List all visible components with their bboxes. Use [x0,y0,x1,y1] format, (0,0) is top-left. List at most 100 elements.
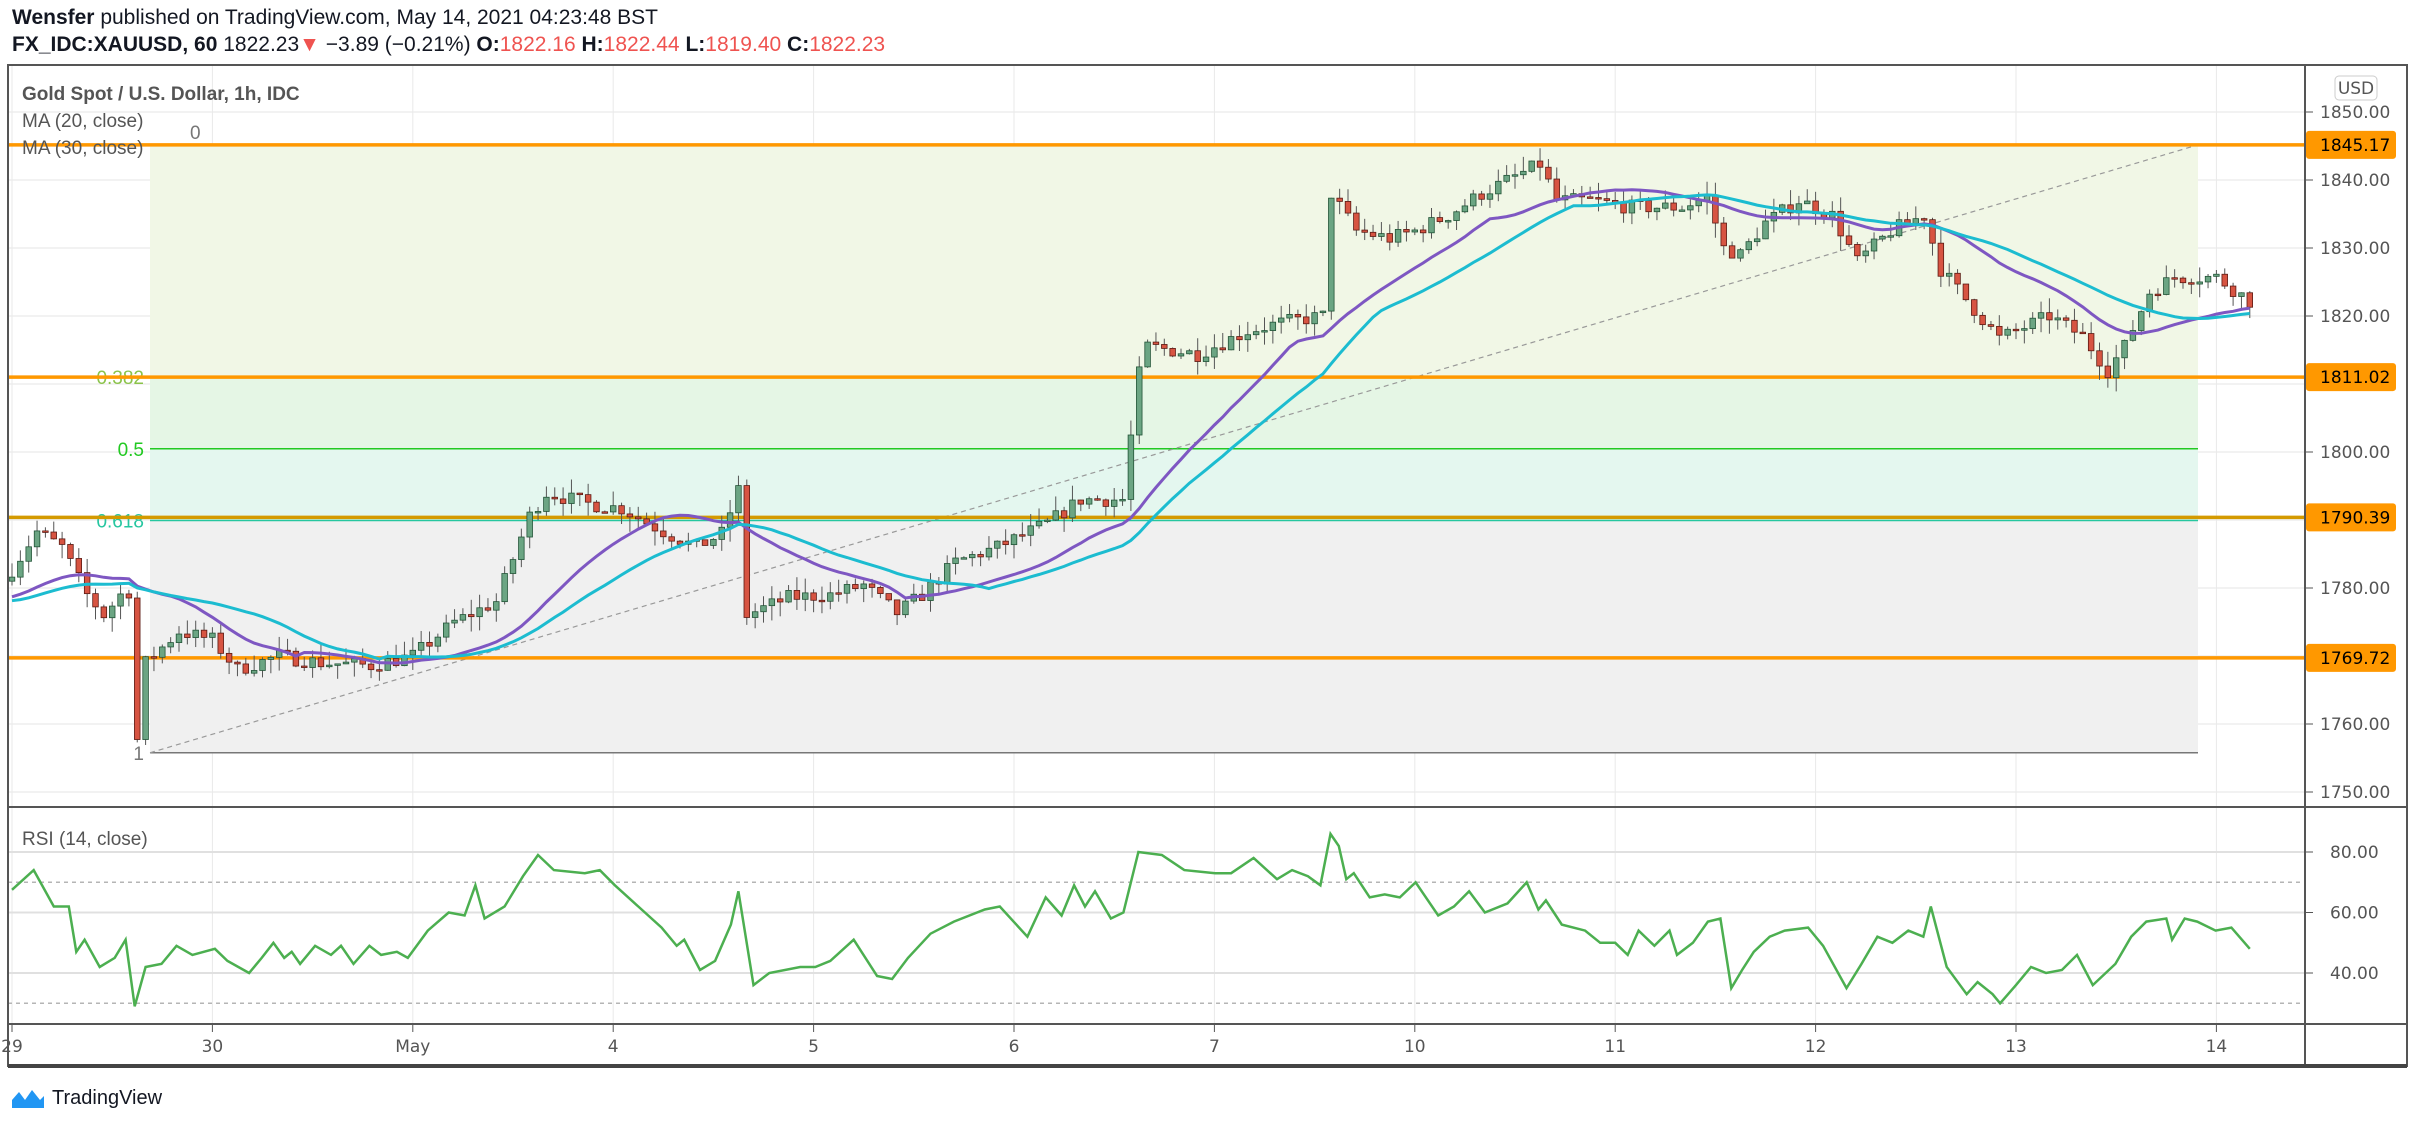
candle [610,505,617,513]
candle [1394,229,1402,243]
fib-band [150,377,2198,449]
candle [209,632,216,638]
candle [1954,272,1961,285]
candle [2179,277,2187,284]
price-tick-label: 1840.00 [2320,171,2390,191]
candle [417,642,425,651]
candle [2004,328,2011,336]
rsi-legend[interactable]: RSI (14, close) [22,829,148,850]
candle [67,544,74,559]
author[interactable]: Wensfer [12,6,95,29]
candle [2112,357,2120,379]
ma30-legend[interactable]: MA (30, close) [22,138,143,159]
candle [1002,540,1009,546]
candle [2037,312,2045,319]
candle [818,599,826,603]
tradingview-logo[interactable]: TradingView [10,1086,162,1110]
candle [1528,160,1535,172]
candle [1369,231,1377,237]
candle [559,498,567,504]
rsi-tick-label: 80.00 [2330,843,2379,863]
publish-info: Wensfer published on TradingView.com, Ma… [12,6,658,30]
fib-band [150,144,2198,378]
candle [1378,233,1385,237]
candle [1854,244,1861,257]
candle [1470,193,1477,207]
candle [1386,233,1393,243]
candle [518,536,525,560]
candle [1495,180,1502,195]
candle [2062,317,2070,321]
candle [927,581,934,601]
candle [1678,209,1686,212]
candle [1219,347,1226,351]
candles [8,148,2253,745]
candle [2221,273,2228,287]
candle [301,665,308,668]
rsi-pane [8,830,2305,1007]
candle [476,607,483,618]
candle [1937,242,1945,277]
price-level-badge [2306,130,2396,159]
fib-level-label: 1 [133,744,144,765]
ma20-legend[interactable]: MA (20, close) [22,111,143,132]
candle [1353,212,1360,231]
last-price: 1822.23 [223,33,300,56]
candle [1837,210,1844,237]
candle [259,659,266,671]
candle [651,523,659,532]
candle [568,492,575,504]
candle [1987,324,1995,327]
candle [885,593,892,601]
rsi-tick-label: 60.00 [2330,904,2379,924]
candle [1762,220,1769,240]
candle [1662,202,1669,209]
candle [1862,250,1869,257]
candle [92,593,99,608]
candle [1035,520,1043,527]
candle [1787,204,1794,214]
candle [1929,219,1936,244]
price-tick-label: 1800.00 [2320,443,2390,463]
currency-badge[interactable]: USD [2334,75,2378,101]
candle [751,611,759,618]
candle [785,590,792,603]
candle [1979,314,1986,326]
candle [1687,205,1694,211]
candle [2079,331,2086,335]
symbol: FX_IDC:XAUUSD, 60 [12,33,218,56]
time-tick-label: 7 [1209,1037,1220,1057]
candle [1436,217,1444,222]
candle [2204,275,2212,283]
price-tick-label: 1760.00 [2320,715,2390,735]
candle [726,512,734,528]
candle [668,536,675,542]
candle [1136,366,1143,436]
candle [1804,200,1811,205]
candle [1620,202,1627,214]
price-level-label: 1769.72 [2320,649,2390,669]
time-tick-label: 13 [2005,1037,2027,1057]
candle [534,511,542,514]
candle [309,657,316,668]
fib-band [150,520,2198,753]
candle [2246,292,2253,308]
candle [468,614,475,618]
candle [1194,350,1201,362]
candle [777,598,784,603]
candle [1870,238,1878,252]
candle [1111,499,1118,507]
candle [1336,197,1343,202]
candle [1520,170,1527,176]
candle [150,656,158,659]
candle [184,633,191,638]
candle [1712,194,1719,224]
chart-title: Gold Spot / U.S. Dollar, 1h, IDC [22,84,300,105]
fib-band [150,448,2198,521]
candle [342,661,350,665]
candle [1478,193,1485,200]
candle [2213,273,2220,277]
candle [117,593,124,607]
